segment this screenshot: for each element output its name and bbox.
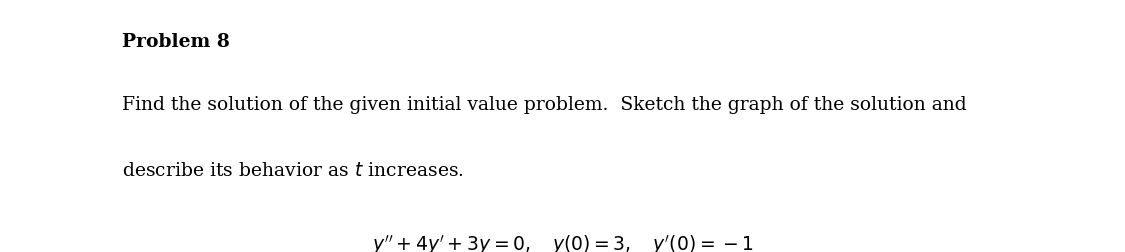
Text: Problem 8: Problem 8 bbox=[122, 33, 230, 51]
Text: describe its behavior as $t$ increases.: describe its behavior as $t$ increases. bbox=[122, 161, 464, 179]
Text: Find the solution of the given initial value problem.  Sketch the graph of the s: Find the solution of the given initial v… bbox=[122, 96, 966, 114]
Text: $y'' + 4y' + 3y = 0, \quad y(0) = 3, \quad y'(0) = -1$: $y'' + 4y' + 3y = 0, \quad y(0) = 3, \qu… bbox=[371, 232, 754, 252]
